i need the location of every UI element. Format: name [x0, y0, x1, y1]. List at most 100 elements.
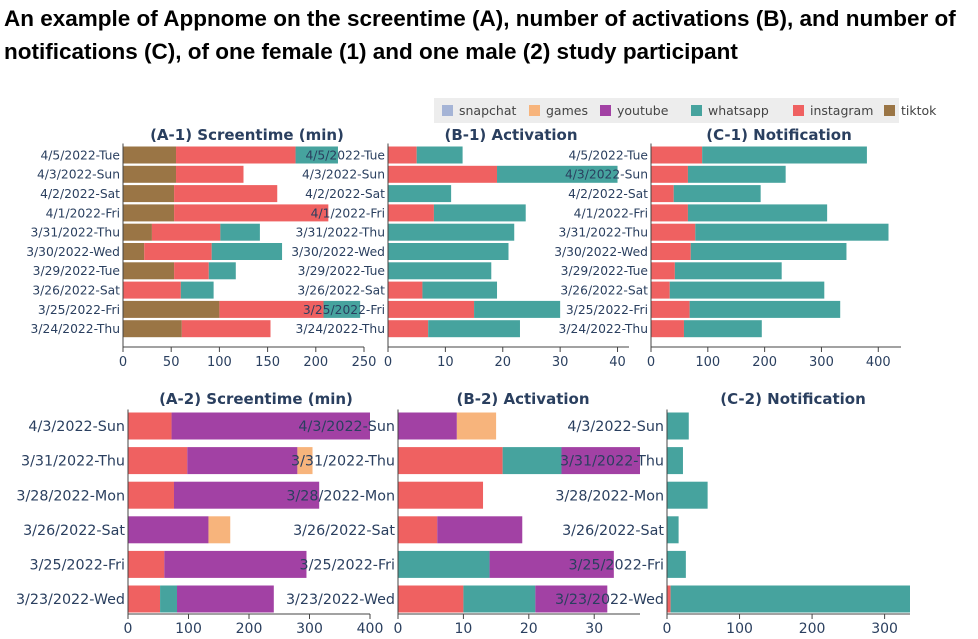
legend-item-whatsapp[interactable]: whatsapp — [691, 98, 769, 123]
chart-title: (B-2) Activation — [456, 390, 589, 408]
bar-whatsapp — [433, 204, 526, 222]
legend-swatch — [691, 105, 702, 116]
bar-whatsapp — [667, 412, 689, 440]
bar-tiktok — [123, 320, 182, 338]
bar-whatsapp — [474, 300, 561, 318]
x-tick-label: 30 — [552, 355, 569, 370]
bar-instagram — [398, 447, 503, 475]
category-label: 3/25/2022-Fri — [569, 558, 665, 574]
bar-instagram — [651, 281, 670, 299]
x-tick-label: 10 — [454, 621, 472, 637]
bar-instagram — [388, 281, 423, 299]
bar-tiktok — [123, 165, 177, 183]
bar-instagram — [651, 185, 674, 203]
bar-whatsapp — [702, 146, 867, 164]
legend-item-games[interactable]: games — [529, 98, 588, 123]
figure-title: An example of Appnome on the screentime … — [4, 6, 956, 64]
category-label: 3/26/2022-Sat — [562, 523, 664, 539]
chart-2: (B-1) Activation 4/5/2022-Tue 4/3/2022-Sun… — [291, 126, 629, 370]
bar-instagram — [388, 146, 417, 164]
bar-instagram — [174, 262, 209, 280]
x-tick-label: 0 — [124, 621, 133, 637]
bar-tiktok — [123, 146, 177, 164]
legend-item-youtube[interactable]: youtube — [600, 98, 668, 123]
bar-instagram — [151, 223, 221, 241]
bar-whatsapp — [295, 146, 338, 164]
bar-instagram — [219, 300, 324, 318]
bar-whatsapp — [160, 585, 178, 613]
category-label: 4/1/2022-Fri — [574, 206, 648, 220]
category-label: 3/25/2022-Fri — [38, 303, 120, 317]
category-label: 3/26/2022-Sat — [297, 284, 385, 298]
bar-whatsapp — [667, 481, 708, 509]
bar-whatsapp — [428, 320, 520, 338]
x-tick-label: 100 — [207, 355, 232, 370]
category-label: 4/3/2022-Sun — [302, 168, 385, 182]
bar-whatsapp — [323, 300, 361, 318]
bar-youtube — [398, 412, 457, 440]
bar-whatsapp — [497, 165, 618, 183]
bar-instagram — [128, 412, 172, 440]
bar-instagram — [123, 281, 181, 299]
category-label: 3/28/2022-Mon — [16, 488, 125, 504]
bar-whatsapp — [220, 223, 260, 241]
category-label: 4/1/2022-Fri — [46, 206, 120, 220]
legend-item-instagram[interactable]: instagram — [793, 98, 873, 123]
category-label: 3/24/2022-Thu — [296, 322, 385, 336]
category-label: 4/3/2022-Sun — [37, 168, 120, 182]
bar-instagram — [388, 300, 475, 318]
legend-label: whatsapp — [708, 103, 769, 118]
x-tick-label: 20 — [494, 355, 511, 370]
bar-whatsapp — [422, 281, 498, 299]
x-tick-label: 50 — [163, 355, 180, 370]
bar-youtube — [164, 550, 307, 578]
chart-title: (C-1) Notification — [706, 126, 852, 144]
legend-item-snapchat[interactable]: snapchat — [442, 98, 516, 123]
bar-instagram — [176, 165, 244, 183]
category-label: 3/31/2022-Thu — [296, 226, 385, 240]
chart-title: (C-2) Notification — [720, 390, 866, 408]
x-tick-label: 200 — [799, 621, 826, 637]
legend-label: instagram — [810, 103, 874, 118]
legend-label: youtube — [617, 103, 669, 118]
category-label: 3/31/2022-Thu — [21, 454, 125, 470]
bar-whatsapp — [687, 204, 828, 222]
x-tick-label: 200 — [752, 355, 777, 370]
x-tick-label: 200 — [303, 355, 328, 370]
bar-whatsapp — [674, 262, 782, 280]
category-label: 4/2/2022-Sat — [305, 187, 385, 201]
bar-instagram — [651, 320, 684, 338]
bar-instagram — [176, 146, 296, 164]
category-label: 3/25/2022-Fri — [30, 558, 126, 574]
category-label: 4/3/2022-Sun — [565, 168, 648, 182]
x-tick-label: 300 — [809, 355, 834, 370]
legend-swatch — [600, 105, 611, 116]
category-label: 3/29/2022-Tue — [33, 264, 120, 278]
category-label: 3/23/2022-Wed — [16, 592, 125, 608]
bar-tiktok — [123, 185, 175, 203]
category-label: 3/26/2022-Sat — [23, 523, 125, 539]
bar-whatsapp — [208, 262, 236, 280]
bar-instagram — [651, 204, 688, 222]
bar-instagram — [398, 585, 464, 613]
category-label: 3/23/2022-Wed — [286, 592, 395, 608]
category-label: 3/29/2022-Tue — [561, 264, 648, 278]
bar-whatsapp — [398, 550, 490, 578]
category-label: 3/26/2022-Sat — [32, 284, 120, 298]
legend-item-tiktok[interactable]: tiktok — [884, 98, 936, 123]
legend-label: tiktok — [901, 103, 937, 118]
bar-tiktok — [123, 204, 175, 222]
x-tick-label: 0 — [394, 621, 403, 637]
category-label: 4/3/2022-Sun — [28, 419, 125, 435]
legend-swatch — [884, 105, 895, 116]
x-tick-label: 300 — [871, 621, 898, 637]
category-label: 3/30/2022-Wed — [26, 245, 120, 259]
bar-whatsapp — [687, 165, 786, 183]
category-label: 3/25/2022-Fri — [303, 303, 385, 317]
x-tick-label: 300 — [296, 621, 323, 637]
category-label: 4/5/2022-Tue — [40, 148, 120, 162]
category-label: 3/24/2022-Thu — [559, 322, 648, 336]
bar-instagram — [388, 204, 434, 222]
category-label: 3/31/2022-Thu — [559, 226, 648, 240]
x-tick-label: 100 — [175, 621, 202, 637]
